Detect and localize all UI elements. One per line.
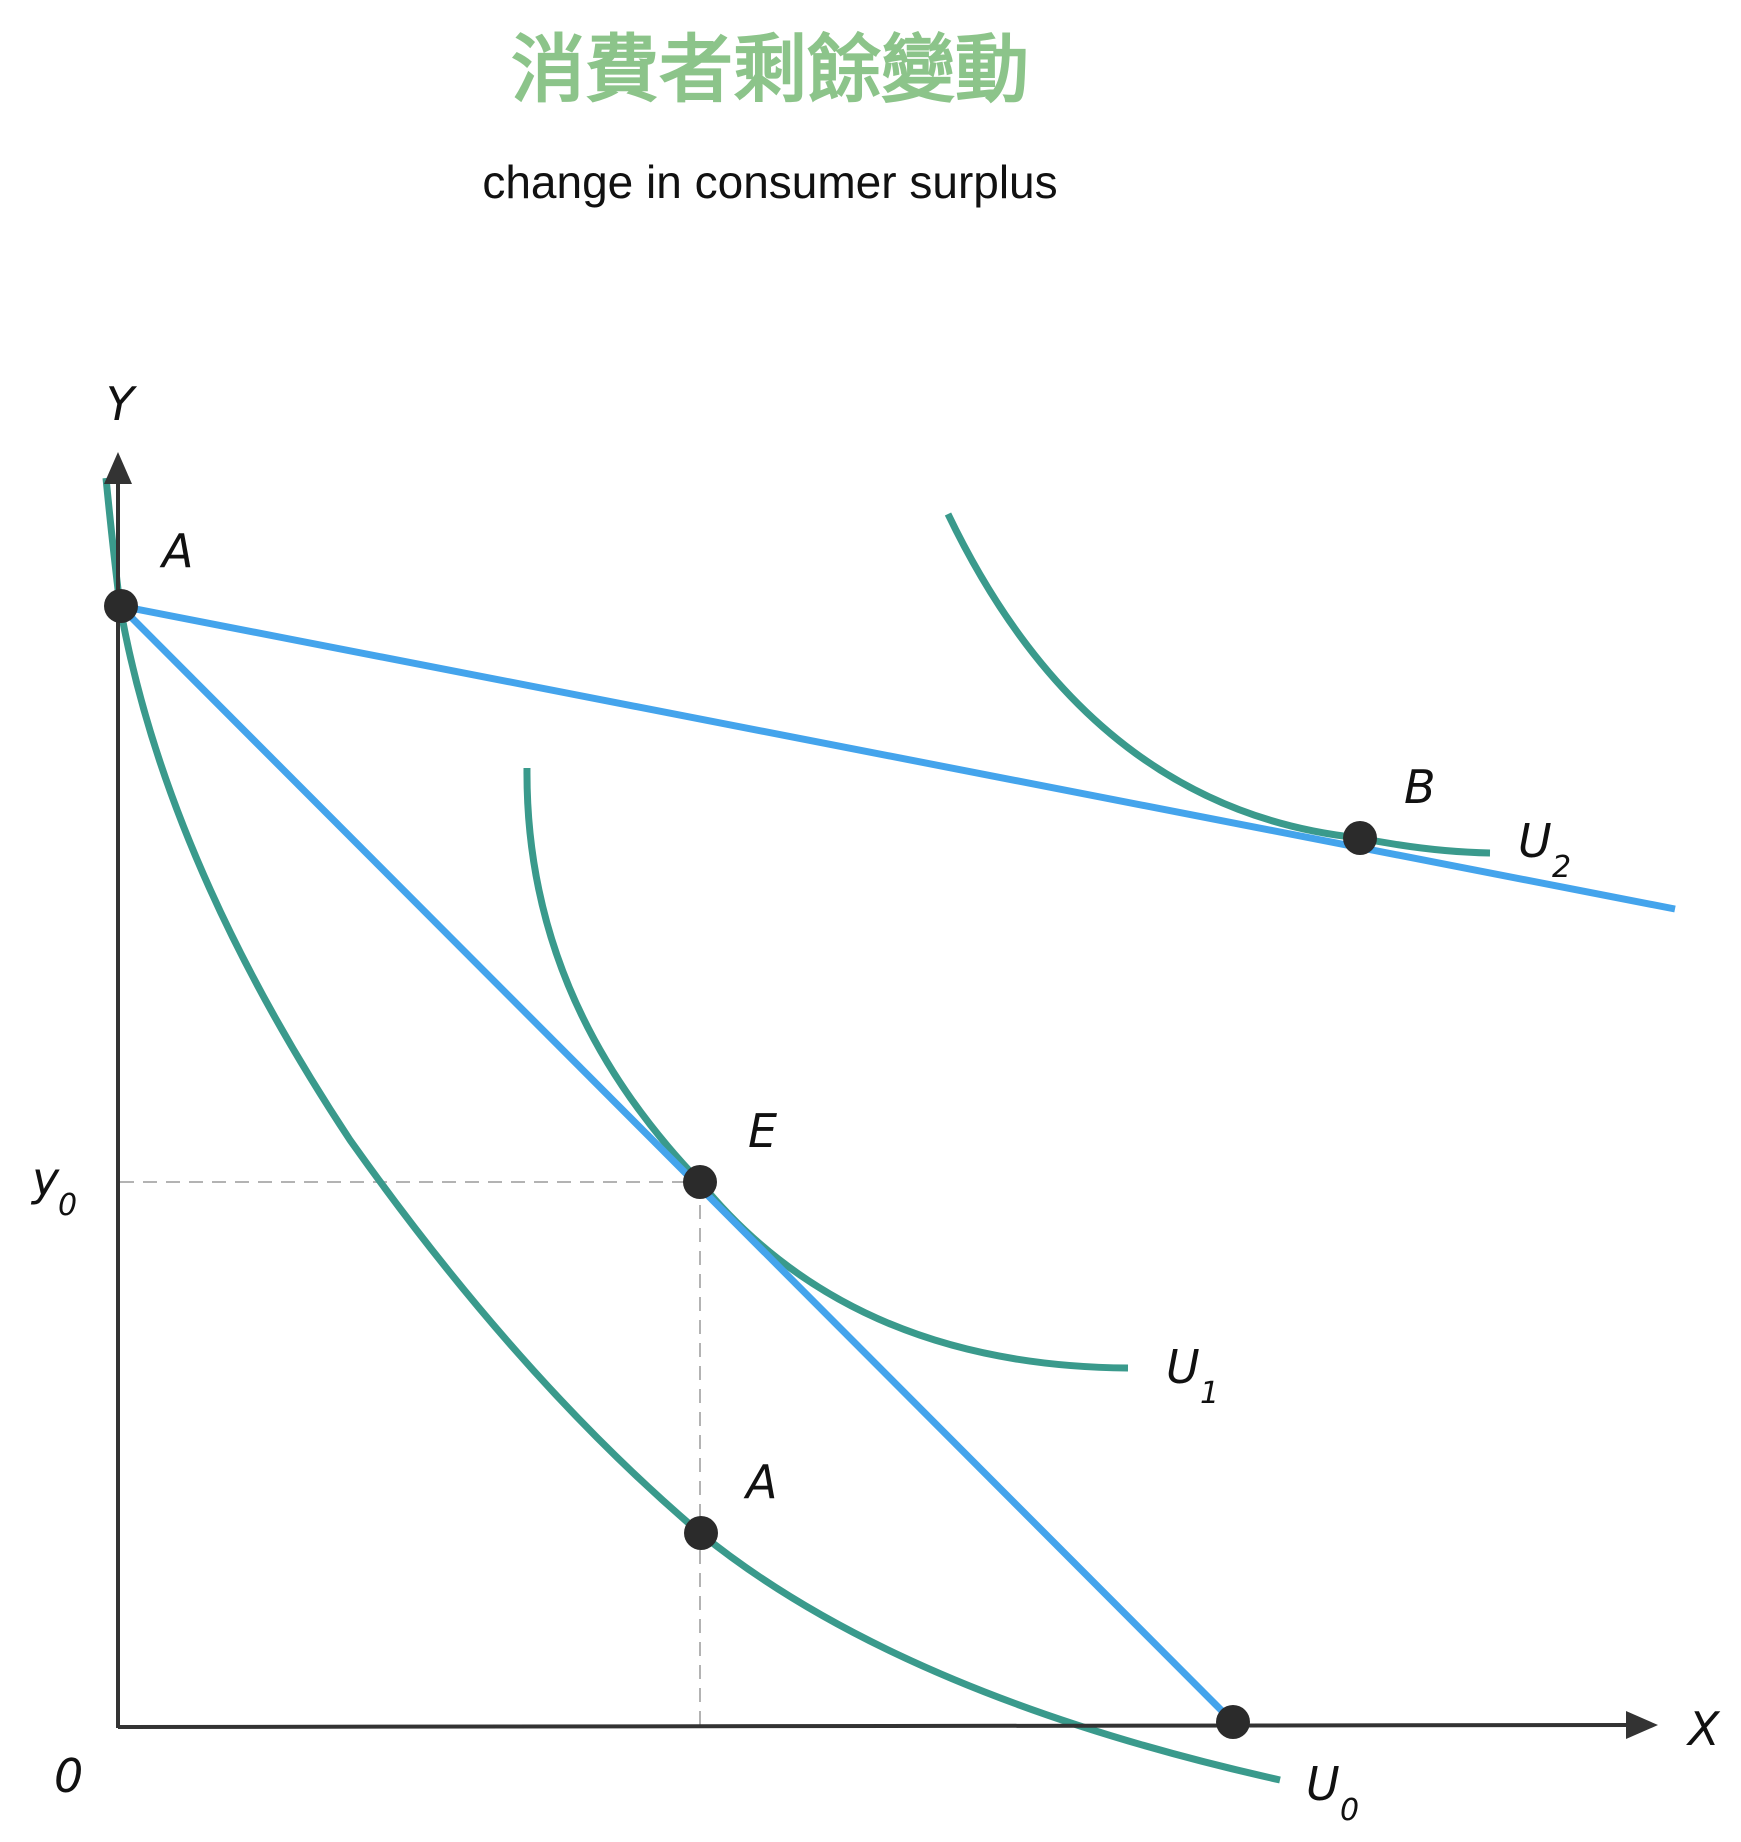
point-a-top-label: A <box>159 524 193 578</box>
indifference-curve-u0 <box>102 477 1281 1784</box>
point-a-top <box>104 589 138 623</box>
svg-text:2: 2 <box>1552 850 1571 885</box>
point-a-bottom <box>684 1516 718 1550</box>
svg-text:y: y <box>30 1152 60 1206</box>
budget-line-original <box>117 603 1236 1725</box>
point-b-label: B <box>1404 760 1436 814</box>
indifference-curve-u1 <box>523 767 1129 1372</box>
point-a-bottom-label: A <box>743 1455 777 1509</box>
x-axis <box>117 1723 1633 1729</box>
svg-text:U: U <box>1166 1340 1200 1394</box>
diagram-subtitle: change in consumer surplus <box>482 156 1057 208</box>
budget-line-rotated <box>119 602 1676 913</box>
y0-label: y 0 <box>30 1152 77 1223</box>
x-axis-arrow-icon <box>1626 1711 1658 1739</box>
y-axis-arrow-icon <box>104 452 132 484</box>
curve-u0-label: U 0 <box>1306 1757 1359 1828</box>
indifference-curve-u2 <box>944 512 1491 857</box>
x-axis-label: X <box>1686 1702 1721 1756</box>
svg-text:0: 0 <box>1340 1793 1359 1828</box>
curve-u2-label: U 2 <box>1518 814 1571 885</box>
svg-text:U: U <box>1518 814 1552 868</box>
svg-text:0: 0 <box>58 1188 77 1223</box>
point-e <box>683 1165 717 1199</box>
y-axis-label: Y <box>106 377 138 431</box>
origin-label: 0 <box>54 1749 83 1803</box>
point-x-intercept <box>1216 1705 1250 1739</box>
point-b <box>1343 821 1377 855</box>
diagram-title: 消費者剩餘變動 <box>511 27 1029 113</box>
svg-text:1: 1 <box>1200 1376 1219 1411</box>
svg-text:U: U <box>1306 1757 1340 1811</box>
point-e-label: E <box>748 1104 777 1158</box>
curve-u1-label: U 1 <box>1166 1340 1219 1411</box>
